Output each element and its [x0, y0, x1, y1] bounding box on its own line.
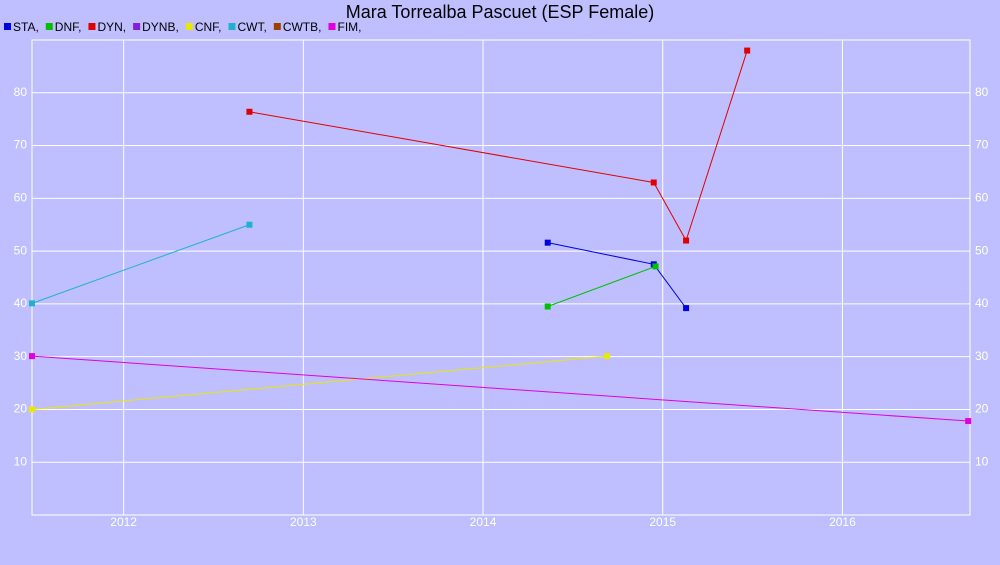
legend-label: STA, [13, 20, 39, 34]
data-point [652, 263, 659, 270]
data-point [246, 221, 253, 228]
y-tick-label: 80 [14, 85, 28, 99]
legend-swatch [273, 23, 281, 30]
legend-swatch [133, 23, 141, 30]
data-point [29, 353, 35, 360]
y-tick-label: 50 [14, 243, 28, 257]
legend-swatch [185, 23, 193, 30]
data-point [29, 406, 35, 413]
data-point [544, 239, 551, 246]
legend-swatch [228, 23, 236, 30]
y-tick-label: 40 [14, 296, 28, 310]
y2-tick-label: 60 [975, 191, 989, 205]
data-point [604, 353, 611, 360]
y-tick-label: 60 [14, 191, 28, 205]
legend-swatch [4, 23, 11, 30]
y-tick-label: 30 [14, 349, 28, 363]
legend-label: DYNB, [142, 20, 179, 34]
x-tick-label: 2013 [290, 515, 317, 529]
data-point [683, 237, 690, 244]
y2-tick-label: 50 [975, 243, 989, 257]
legend-swatch [45, 23, 53, 30]
y-tick-label: 70 [14, 138, 28, 152]
plot-area [31, 39, 971, 516]
legend-label: FIM, [337, 20, 361, 34]
x-tick-label: 2014 [470, 515, 497, 529]
y2-tick-label: 20 [975, 402, 989, 416]
legend-label: DYN, [97, 20, 126, 34]
series-line [31, 355, 969, 422]
data-point [683, 305, 690, 312]
x-tick-label: 2016 [829, 515, 856, 529]
legend-label: CWTB, [283, 20, 322, 34]
legend-label: DNF, [55, 20, 82, 34]
data-point [544, 303, 551, 310]
y2-tick-label: 30 [975, 349, 989, 363]
legend-label: CWT, [237, 20, 266, 34]
data-point [650, 179, 657, 186]
data-point [246, 108, 253, 115]
legend-label: CNF, [195, 20, 222, 34]
chart-title: Mara Torrealba Pascuet (ESP Female) [346, 2, 654, 22]
y-tick-label: 10 [14, 454, 28, 468]
y2-tick-label: 70 [975, 138, 989, 152]
data-point [744, 47, 751, 54]
x-tick-label: 2012 [110, 515, 137, 529]
y2-tick-label: 40 [975, 296, 989, 310]
y2-tick-label: 10 [975, 454, 989, 468]
x-tick-label: 2015 [649, 515, 676, 529]
data-point [29, 300, 35, 307]
y-tick-label: 20 [14, 402, 28, 416]
series-line [547, 265, 656, 307]
series-line [31, 224, 250, 304]
data-point [965, 418, 972, 425]
legend-swatch [328, 23, 336, 30]
series-line [31, 355, 608, 410]
legend-swatch [88, 23, 96, 30]
y2-tick-label: 80 [975, 85, 989, 99]
series-line [249, 50, 748, 242]
